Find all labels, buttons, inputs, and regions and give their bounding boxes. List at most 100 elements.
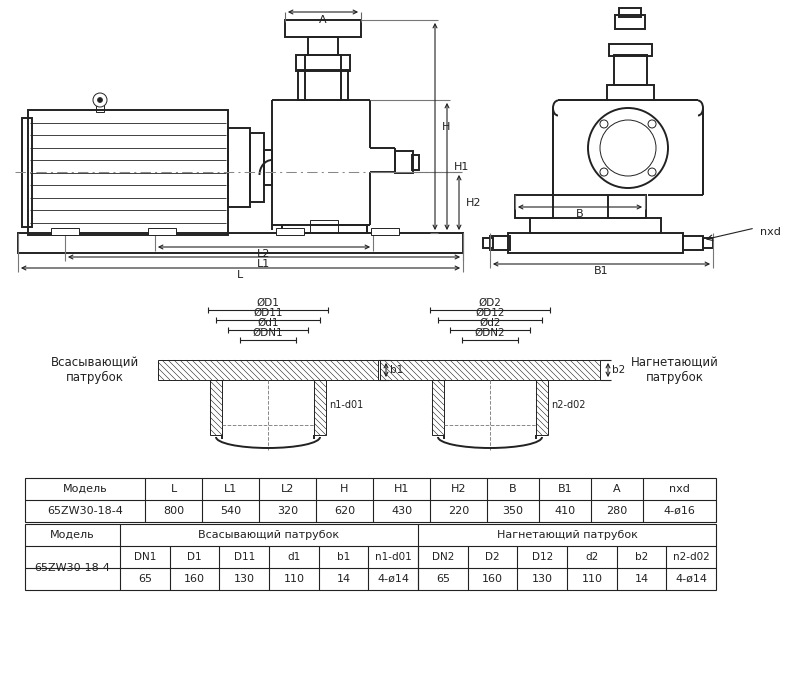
Bar — [25, 524, 716, 590]
Text: nxd: nxd — [760, 227, 781, 237]
Text: Нагнетающий: Нагнетающий — [631, 357, 719, 370]
Bar — [285, 20, 361, 37]
Text: 350: 350 — [502, 506, 523, 516]
Circle shape — [588, 108, 668, 188]
Bar — [276, 228, 304, 235]
Bar — [607, 85, 654, 100]
Text: Ød2: Ød2 — [480, 318, 501, 328]
Text: b2: b2 — [612, 365, 625, 375]
Text: 65ZW30-18-4: 65ZW30-18-4 — [47, 506, 123, 516]
Text: 620: 620 — [334, 506, 355, 516]
Circle shape — [97, 97, 103, 102]
Bar — [296, 55, 350, 71]
Polygon shape — [553, 100, 703, 195]
Text: 130: 130 — [233, 574, 254, 584]
Circle shape — [648, 120, 656, 128]
Text: b1: b1 — [337, 552, 350, 562]
Text: 160: 160 — [184, 574, 205, 584]
Text: 540: 540 — [220, 506, 241, 516]
Text: nxd: nxd — [669, 484, 690, 494]
Text: L1: L1 — [224, 484, 237, 494]
Bar — [148, 228, 176, 235]
Bar — [614, 55, 647, 85]
Text: D1: D1 — [187, 552, 202, 562]
Text: 410: 410 — [554, 506, 576, 516]
Text: DN1: DN1 — [134, 552, 156, 562]
Bar — [432, 380, 444, 435]
Text: D2: D2 — [485, 552, 500, 562]
Text: 110: 110 — [284, 574, 305, 584]
Text: L2: L2 — [281, 484, 294, 494]
Bar — [536, 380, 548, 435]
Bar — [282, 225, 367, 233]
Text: 65ZW30-18-4: 65ZW30-18-4 — [35, 563, 110, 573]
Bar — [515, 195, 553, 218]
Bar — [25, 478, 716, 522]
Text: ØDN1: ØDN1 — [253, 328, 284, 338]
Text: H: H — [442, 122, 450, 131]
Text: 4-ø16: 4-ø16 — [663, 506, 696, 516]
Text: 4-ø14: 4-ø14 — [377, 574, 409, 584]
Bar — [483, 238, 493, 248]
Text: 65: 65 — [436, 574, 450, 584]
Bar — [530, 218, 661, 233]
Bar — [703, 238, 713, 248]
Text: 130: 130 — [531, 574, 552, 584]
Text: L: L — [170, 484, 177, 494]
Text: 320: 320 — [277, 506, 298, 516]
Bar — [615, 15, 645, 29]
Text: n2-d02: n2-d02 — [673, 552, 710, 562]
Text: ØD1: ØD1 — [257, 298, 279, 308]
Text: ØD12: ØD12 — [475, 308, 505, 318]
Text: 430: 430 — [391, 506, 412, 516]
Text: Модель: Модель — [62, 484, 107, 494]
Circle shape — [648, 168, 656, 176]
Text: 14: 14 — [336, 574, 351, 584]
Bar — [298, 70, 348, 100]
Text: Модель: Модель — [50, 530, 95, 540]
Bar — [683, 236, 703, 250]
Text: 160: 160 — [482, 574, 503, 584]
Text: ØD11: ØD11 — [254, 308, 283, 318]
Text: n2-d02: n2-d02 — [551, 400, 586, 410]
Bar — [250, 133, 264, 202]
Text: DN2: DN2 — [432, 552, 454, 562]
Text: b1: b1 — [390, 365, 403, 375]
Text: ØDN2: ØDN2 — [475, 328, 505, 338]
Text: H2: H2 — [450, 484, 467, 494]
Text: B1: B1 — [595, 266, 609, 276]
Bar — [371, 228, 399, 235]
Text: n1-d01: n1-d01 — [375, 552, 411, 562]
Text: H: H — [340, 484, 348, 494]
Bar — [28, 110, 228, 235]
Text: D11: D11 — [233, 552, 255, 562]
Text: патрубок: патрубок — [66, 370, 124, 384]
Text: 280: 280 — [607, 506, 628, 516]
Text: D12: D12 — [531, 552, 552, 562]
Bar — [18, 233, 463, 253]
Bar — [22, 118, 32, 227]
Text: L2: L2 — [258, 249, 271, 259]
Bar — [314, 380, 326, 435]
Circle shape — [600, 120, 608, 128]
Bar — [96, 103, 104, 112]
Text: 14: 14 — [634, 574, 649, 584]
Bar — [158, 360, 378, 380]
Bar — [395, 151, 413, 173]
Text: A: A — [613, 484, 620, 494]
Bar — [412, 155, 419, 170]
Text: 65: 65 — [138, 574, 151, 584]
Text: n1-d01: n1-d01 — [329, 400, 363, 410]
Text: Ød1: Ød1 — [258, 318, 279, 328]
Text: d2: d2 — [585, 552, 599, 562]
Text: патрубок: патрубок — [646, 370, 704, 384]
Bar — [51, 228, 79, 235]
Text: Всасывающий: Всасывающий — [51, 357, 139, 370]
Bar — [310, 220, 338, 233]
Bar — [210, 380, 222, 435]
Text: b2: b2 — [635, 552, 648, 562]
Text: A: A — [319, 15, 326, 25]
Text: Нагнетающий патрубок: Нагнетающий патрубок — [497, 530, 637, 540]
Bar — [305, 55, 341, 100]
Bar — [308, 37, 338, 55]
